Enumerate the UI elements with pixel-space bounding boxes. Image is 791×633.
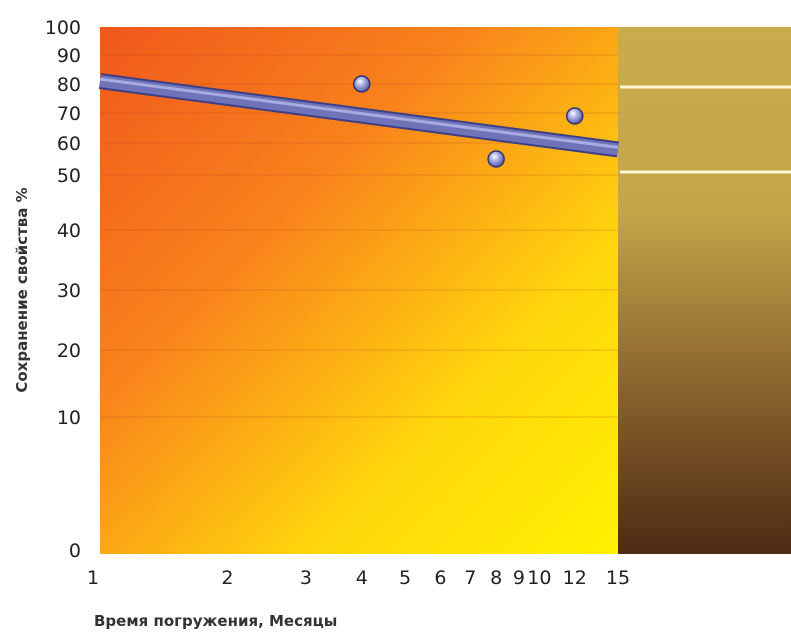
y-tick-label: 50 [57, 165, 81, 187]
y-tick-label: 10 [57, 407, 81, 429]
x-tick-label: 2 [221, 567, 233, 589]
y-tick-label: 90 [57, 45, 81, 67]
data-point [565, 107, 584, 125]
x-tick-label: 7 [464, 567, 476, 589]
y-tick-label: 100 [45, 17, 81, 39]
x-tick-label: 5 [399, 567, 411, 589]
y-tick-label: 30 [57, 280, 81, 302]
x-axis-title: Время погружения, Месяцы [94, 612, 337, 630]
trend-line-band [99, 75, 619, 156]
y-tick-label: 40 [57, 220, 81, 242]
y-tick-label: 70 [57, 103, 81, 125]
y-tick-label: 60 [57, 133, 81, 155]
y-tick-label: 80 [57, 74, 81, 96]
x-tick-label: 4 [356, 567, 368, 589]
y-tick-label: 0 [69, 540, 81, 562]
x-tick-label: 15 [606, 567, 630, 589]
x-tick-label: 6 [434, 567, 446, 589]
y-tick-labels: 0 10 20 30 40 50 60 70 80 90 100 [45, 17, 81, 562]
trend-line [98, 73, 620, 158]
x-tick-label: 8 [490, 567, 502, 589]
y-tick-label: 20 [57, 340, 81, 362]
y-axis-title: Сохранение свойства % [13, 187, 31, 392]
x-tick-labels: 1 2 3 4 5 6 7 8 9 10 12 15 [87, 567, 630, 589]
x-tick-label: 12 [563, 567, 587, 589]
trend-line-highlight [99, 77, 619, 149]
x-tick-label: 1 [87, 567, 99, 589]
x-tick-label: 10 [527, 567, 551, 589]
x-tick-label: 9 [513, 567, 525, 589]
x-tick-label: 3 [300, 567, 312, 589]
sample-photo [618, 27, 791, 554]
data-point [487, 150, 505, 168]
data-point [353, 75, 371, 93]
data-points [353, 75, 584, 168]
